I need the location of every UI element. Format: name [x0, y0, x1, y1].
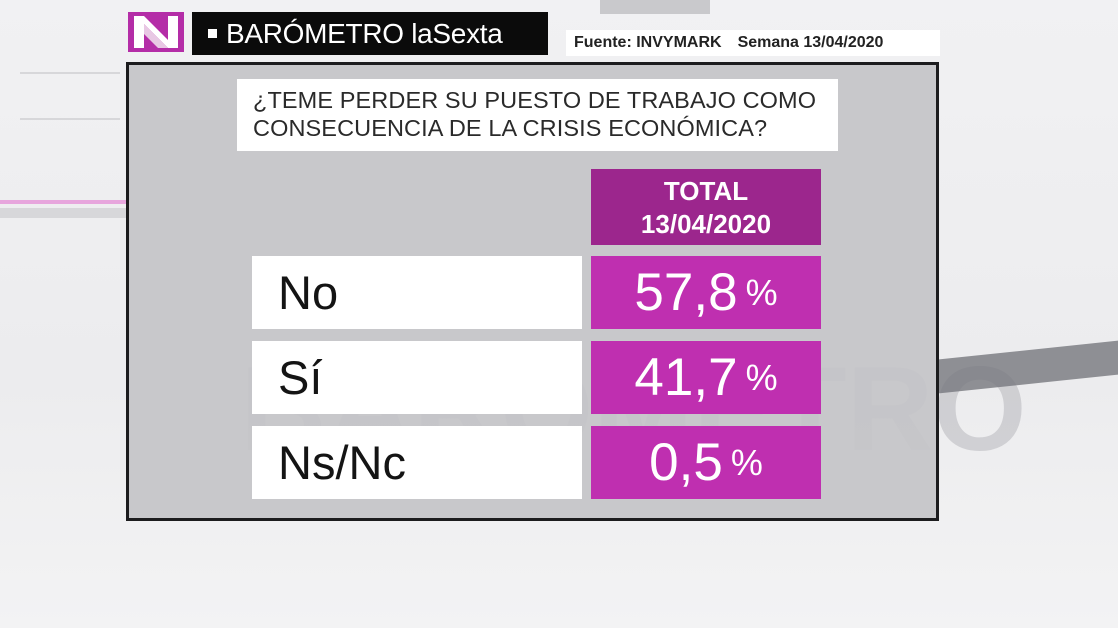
background-stripe [0, 208, 126, 218]
value-number: 0,5 [649, 433, 723, 492]
background-stripe [600, 0, 710, 14]
logo-n-icon [128, 12, 184, 52]
results-panel: ¿TEME PERDER SU PUESTO DE TRABAJO COMO C… [126, 62, 939, 521]
row-label-no: No [252, 256, 582, 329]
barometro-title: BARÓMETRO laSexta [226, 17, 503, 49]
value-number: 57,8 [634, 263, 738, 322]
barometro-title-box: BARÓMETRO laSexta [192, 12, 548, 55]
column-header-total: TOTAL 13/04/2020 [591, 169, 821, 245]
value-number: 41,7 [634, 348, 738, 407]
square-bullet-icon [208, 29, 217, 38]
column-header-line-2: 13/04/2020 [640, 209, 772, 239]
background-pink-stripe [0, 200, 126, 204]
question-box: ¿TEME PERDER SU PUESTO DE TRABAJO COMO C… [237, 79, 838, 151]
column-header-line-1: TOTAL [663, 176, 749, 206]
percent-sign: % [730, 441, 763, 483]
row-value-si: 41,7 % [591, 341, 821, 414]
percent-sign: % [745, 271, 778, 313]
background-frame-line [20, 118, 120, 120]
row-label-ns-nc: Ns/Nc [252, 426, 582, 499]
row-label-si: Sí [252, 341, 582, 414]
row-value-ns-nc: 0,5 % [591, 426, 821, 499]
background-frame-line [20, 72, 120, 74]
percent-sign: % [745, 356, 778, 398]
week-label: Semana 13/04/2020 [737, 34, 884, 51]
source-label: Fuente: INVYMARK [574, 34, 722, 51]
question-line-2: CONSECUENCIA DE LA CRISIS ECONÓMICA? [253, 115, 768, 141]
row-value-no: 57,8 % [591, 256, 821, 329]
question-line-1: ¿TEME PERDER SU PUESTO DE TRABAJO COMO [253, 87, 817, 113]
lasexta-noticias-logo [128, 12, 184, 52]
source-info: Fuente: INVYMARK Semana 13/04/2020 [566, 30, 940, 56]
